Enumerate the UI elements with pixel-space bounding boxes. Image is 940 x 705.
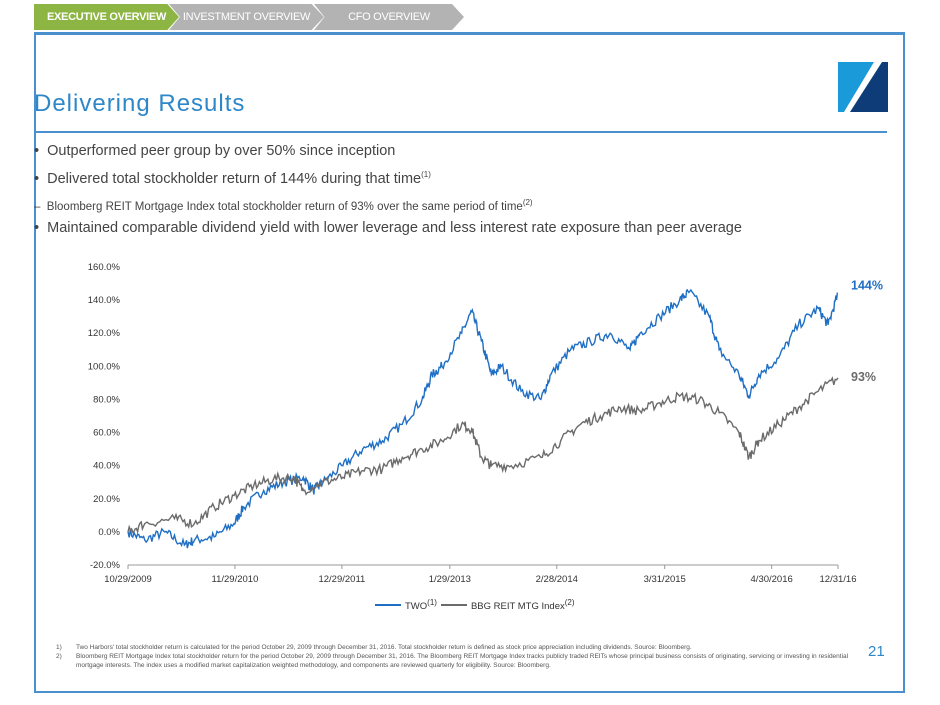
company-logo-icon — [838, 62, 888, 112]
sub-bullet: – Bloomberg REIT Mortgage Index total st… — [34, 198, 533, 213]
two-end-label: 144% — [851, 278, 883, 292]
x-tick-label: 4/30/2016 — [751, 574, 793, 585]
y-tick-label: 60.0% — [93, 428, 120, 439]
bullet-3: • Maintained comparable dividend yield w… — [34, 220, 742, 236]
footnote-2: 2) Bloomberg REIT Mortgage Index total st… — [56, 653, 849, 669]
slide-frame — [34, 32, 905, 693]
tab-investment-overview[interactable]: INVESTMENT OVERVIEW — [169, 4, 324, 30]
x-tick-label: 2/28/2014 — [536, 574, 578, 585]
y-tick-label: 20.0% — [93, 494, 120, 505]
section-tabs: CFO OVERVIEW INVESTMENT OVERVIEW EXECUTI… — [34, 4, 464, 30]
y-tick-label: -20.0% — [90, 560, 121, 571]
page-number: 21 — [868, 643, 885, 660]
two-series-line — [127, 288, 839, 549]
legend-label-bbg: BBG REIT MTG Index(2) — [470, 598, 575, 613]
x-tick-label: 12/29/2011 — [318, 574, 365, 585]
x-tick-label: 3/31/2015 — [644, 574, 686, 585]
y-tick-label: 120.0% — [88, 328, 121, 339]
bbg-end-label: 93% — [851, 370, 876, 384]
y-tick-label: 40.0% — [93, 461, 120, 472]
legend-swatch-bbg — [440, 604, 467, 607]
page-title: Delivering Results — [34, 90, 246, 117]
footnotes: 1) Two Harbors' total stockholder return … — [56, 643, 856, 670]
y-tick-label: 160.0% — [88, 262, 121, 273]
x-tick-label: 12/31/16 — [820, 574, 857, 585]
y-tick-label: 80.0% — [93, 394, 120, 405]
chart-legend: TWO(1) BBG REIT MTG Index(2) — [375, 598, 575, 612]
bullet-1: • Outperformed peer group by over 50% si… — [34, 143, 396, 159]
x-tick-label: 1/29/2013 — [429, 574, 471, 585]
title-divider — [34, 131, 887, 133]
legend-label-two: TWO(1) — [405, 598, 437, 613]
x-tick-label: 10/29/2009 — [104, 574, 152, 585]
bullet-2: • Delivered total stockholder return of … — [34, 170, 431, 187]
tab-cfo-overview[interactable]: CFO OVERVIEW — [314, 4, 464, 30]
legend-swatch-two — [375, 604, 401, 607]
performance-line-chart: -20.0% 0.0% 20.0% 40.0% 60.0% 80.0% 100.0% 120.… — [88, 262, 883, 585]
tab-executive-overview[interactable]: EXECUTIVE OVERVIEW — [34, 4, 179, 30]
footnote-1: 1) Two Harbors' total stockholder return … — [56, 644, 692, 651]
y-tick-label: 140.0% — [88, 295, 121, 306]
y-tick-label: 0.0% — [98, 527, 120, 538]
y-tick-label: 100.0% — [88, 361, 121, 372]
x-tick-label: 11/29/2010 — [212, 574, 259, 585]
bbg-series-line — [127, 376, 839, 535]
